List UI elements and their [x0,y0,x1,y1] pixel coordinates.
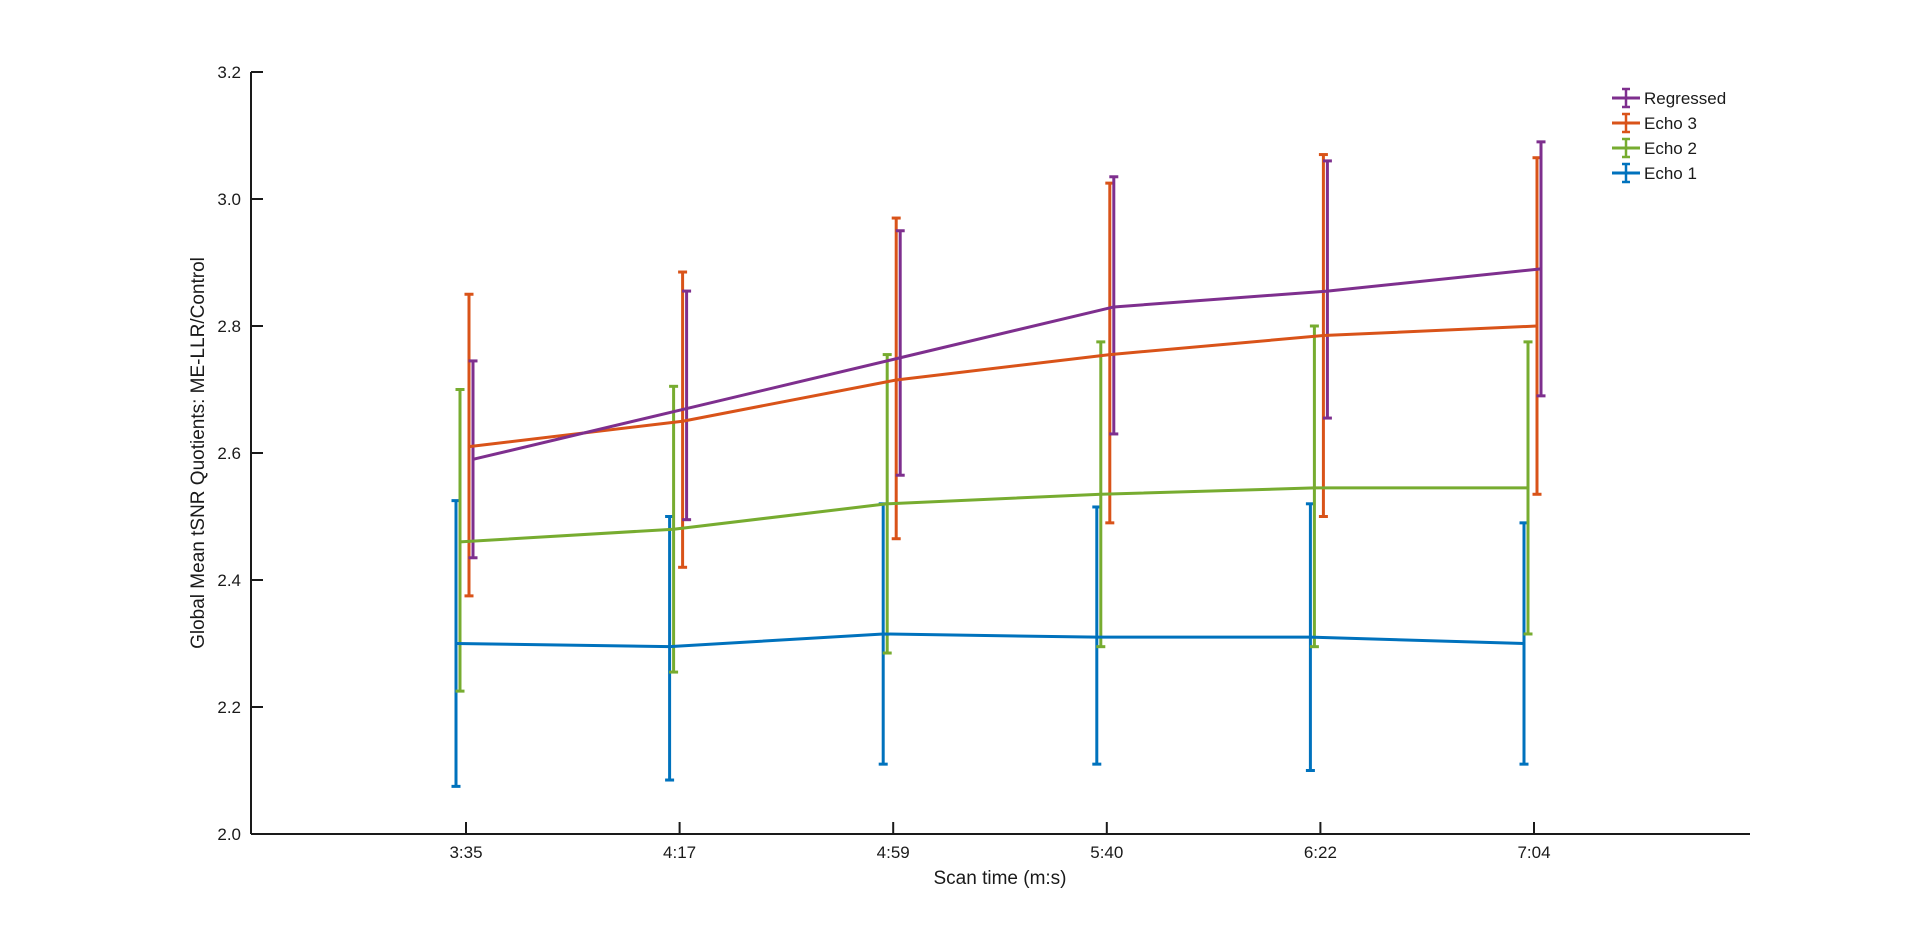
data-point [681,419,685,423]
data-point [1325,289,1329,293]
legend-label: Echo 3 [1644,114,1697,133]
legend-entry: Echo 1 [1612,162,1697,184]
data-point [458,540,462,544]
y-tick-label: 2.8 [217,317,241,336]
data-point [685,407,689,411]
y-tick-label: 3.0 [217,190,241,209]
series-line [472,267,1542,461]
x-axis-title: Scan time (m:s) [933,868,1066,889]
x-tick-label: 7:04 [1517,843,1550,862]
data-point [1099,492,1103,496]
data-point [672,527,676,531]
data-point [1312,486,1316,490]
x-tick-label: 4:59 [877,843,910,862]
data-point [1522,642,1526,645]
legend-label: Regressed [1644,89,1726,108]
x-tick-label: 6:22 [1304,843,1337,862]
y-tick-label: 2.0 [217,825,241,844]
data-point [894,378,898,382]
legend-entry: Regressed [1612,87,1726,109]
legend-label: Echo 1 [1644,164,1697,183]
data-point [471,457,475,461]
data-point [881,632,885,636]
y-tick-label: 3.2 [217,63,241,82]
data-point [1095,635,1099,639]
y-tick-label: 2.4 [217,571,241,590]
data-point [1308,635,1312,639]
data-point [467,445,471,449]
series-lines [454,267,1543,649]
series-line [459,486,1528,544]
data-point [668,645,672,649]
data-point [898,356,902,360]
series-line [468,324,1538,449]
y-axis-title: Global Mean tSNR Quotients: ME-LLR/Contr… [188,257,209,649]
data-point [1321,334,1325,338]
data-point [1526,486,1530,490]
data-point [1535,324,1539,328]
data-point [1539,267,1543,271]
data-point [885,502,889,506]
chart-legend: Regressed Echo 3 Echo 2 Echo 1 [1612,87,1726,184]
data-point [454,642,458,645]
legend-entry: Echo 2 [1612,137,1697,159]
x-tick-label: 4:17 [663,843,696,862]
data-point [1108,353,1112,357]
x-tick-label: 5:40 [1090,843,1123,862]
x-tick-label: 3:35 [449,843,482,862]
data-point [1112,305,1116,309]
legend-label: Echo 2 [1644,139,1697,158]
chart-axes: 2.0 2.2 2.4 2.6 2.8 3.0 3.2 3:35 4:17 4:59 5:40 6:2… [217,63,1750,862]
y-tick-label: 2.2 [217,698,241,717]
series-line [455,632,1525,649]
error-bars [451,140,1546,788]
y-tick-label: 2.6 [217,444,241,463]
legend-entry: Echo 3 [1612,112,1697,134]
